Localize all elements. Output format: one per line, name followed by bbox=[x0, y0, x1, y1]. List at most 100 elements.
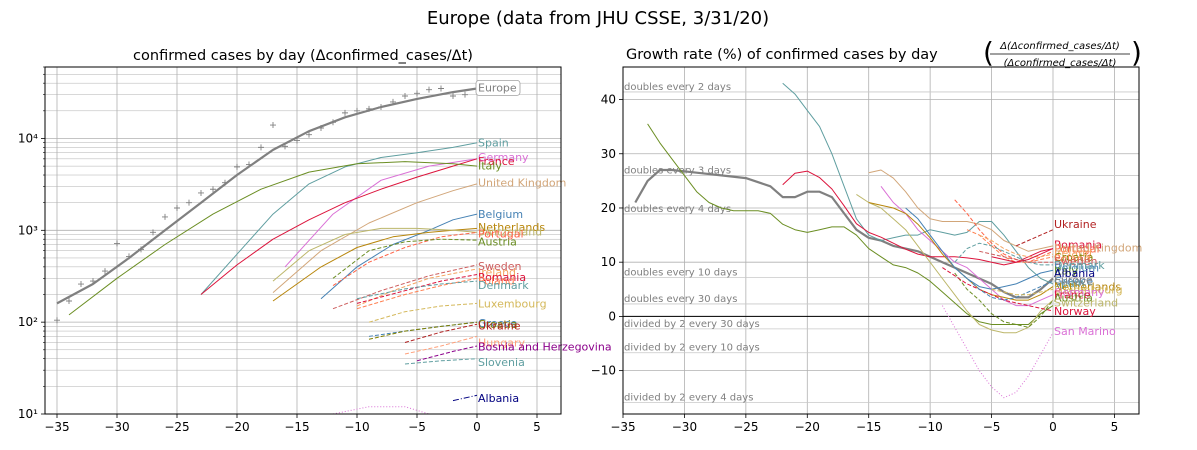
x-tick-label: −20 bbox=[795, 420, 820, 434]
scatter-point bbox=[306, 131, 312, 138]
scatter-point bbox=[162, 213, 168, 220]
series-line-luxembourg bbox=[368, 302, 478, 323]
scatter-point bbox=[54, 317, 60, 324]
x-tick-label: −35 bbox=[610, 420, 635, 434]
scatter-point bbox=[354, 107, 360, 114]
annotation-ireland: Ireland bbox=[1054, 246, 1092, 259]
series-line-albania bbox=[452, 394, 478, 402]
growth-rate-chart: Growth rate (%) of confirmed cases by da… bbox=[591, 36, 1143, 434]
annotation-ukraine: Ukraine bbox=[1054, 218, 1097, 231]
series-line-poland bbox=[356, 277, 478, 310]
annotation-netherlands: Netherlands bbox=[478, 221, 545, 234]
annotation-poland: Poland bbox=[478, 274, 515, 287]
y-tick-label: 10³ bbox=[18, 223, 38, 237]
scatter-point bbox=[366, 105, 372, 112]
series-line-netherlands bbox=[868, 202, 1054, 301]
scatter-point bbox=[294, 137, 300, 144]
chart-title-fraction-numerator: Δ(Δconfirmed_cases/Δt) bbox=[999, 41, 1120, 52]
fraction-paren-left: ( bbox=[983, 36, 994, 69]
scatter-point bbox=[126, 253, 132, 260]
annotation-poland: Poland bbox=[1054, 252, 1091, 265]
annotation-ireland: Ireland bbox=[478, 266, 516, 279]
x-tick-label: −5 bbox=[408, 420, 426, 434]
scatter-point bbox=[150, 229, 156, 236]
annotation-belgium: Belgium bbox=[478, 208, 523, 221]
series-line-portugal bbox=[954, 199, 1054, 263]
axes-left: −35 −30 −25 −20 −15 −10 −5 0 5 10¹ 10² 10³ 10⁴ bbox=[18, 66, 562, 434]
y-tick-label: 10 bbox=[601, 255, 616, 269]
annotation-switzerland: Switzerland bbox=[1054, 296, 1118, 309]
series-line-denmark bbox=[356, 280, 478, 300]
annotation-europe: Europe bbox=[478, 81, 517, 94]
grid-left bbox=[45, 66, 561, 415]
series-line-france bbox=[782, 170, 1054, 266]
y-tick-label: 10² bbox=[18, 315, 38, 329]
scatter-point bbox=[186, 199, 192, 206]
series-line-san-marino bbox=[332, 406, 430, 415]
annotation-luxembourg: Luxembourg bbox=[478, 297, 547, 310]
x-tick-label: −20 bbox=[224, 420, 249, 434]
series-line-luxembourg bbox=[991, 288, 1054, 296]
x-tick-label: −15 bbox=[856, 420, 881, 434]
annotation-ukraine: Ukraine bbox=[478, 319, 521, 332]
series-line-greece bbox=[954, 267, 1054, 301]
series-line-ukraine bbox=[1015, 229, 1054, 247]
x-tick-label: −10 bbox=[344, 420, 369, 434]
annotation-romania: Romania bbox=[1054, 238, 1102, 251]
scatter-point bbox=[282, 143, 288, 150]
reference-line-label: divided by 2 every 30 days bbox=[624, 319, 760, 330]
series-line-europe bbox=[56, 87, 478, 305]
annotation-luxembourg: Luxembourg bbox=[1054, 283, 1123, 296]
y-tick-label: 30 bbox=[601, 147, 616, 161]
annotation-box bbox=[475, 79, 521, 96]
y-tick-label: 10⁴ bbox=[18, 131, 38, 145]
annotation-united-kingdom: United Kingdom bbox=[1054, 242, 1142, 255]
annotation-slovenia: Slovenia bbox=[478, 356, 525, 369]
annotation-sweden: Sweden bbox=[478, 260, 521, 273]
scatter-point bbox=[258, 144, 264, 151]
annotation-croatia: Croatia bbox=[478, 318, 518, 331]
series-line-austria bbox=[954, 272, 1054, 328]
scatter-point bbox=[270, 122, 276, 129]
annotation-belgium: Belgium bbox=[1054, 262, 1099, 275]
series-line-italy bbox=[68, 161, 478, 316]
axes-frame bbox=[44, 66, 562, 415]
series-line-bosnia-and-herzegovina bbox=[416, 345, 478, 362]
annotation-romania: Romania bbox=[478, 271, 526, 284]
scatter-point bbox=[426, 86, 432, 93]
chart-title-fraction-denominator: (Δconfirmed_cases/Δt) bbox=[1004, 58, 1117, 69]
scatter-point bbox=[174, 204, 180, 211]
reference-line-label: divided by 2 every 10 days bbox=[624, 343, 760, 354]
series-line-belgium bbox=[905, 207, 1054, 290]
series-line-romania bbox=[356, 274, 478, 304]
series-line-europe bbox=[634, 168, 1054, 299]
scatter-point bbox=[414, 90, 420, 97]
annotation-spain: Spain bbox=[478, 137, 509, 150]
series-line-united-kingdom bbox=[868, 169, 1054, 252]
scatter-point bbox=[198, 189, 204, 196]
annotation-sweden: Sweden bbox=[1054, 255, 1097, 268]
x-tick-label: 5 bbox=[1111, 420, 1119, 434]
series-line-norway bbox=[942, 267, 1054, 312]
y-tick-label: 10¹ bbox=[18, 407, 38, 421]
y-tick-label: 20 bbox=[601, 201, 616, 215]
x-tick-label: 0 bbox=[1049, 420, 1057, 434]
series-line-spain bbox=[782, 82, 1054, 285]
annotation-greece: Greece bbox=[478, 317, 517, 330]
scatter-point bbox=[390, 98, 396, 105]
scatter-point bbox=[78, 281, 84, 288]
annotation-denmark: Denmark bbox=[478, 279, 529, 292]
fraction-paren-right: ) bbox=[1131, 36, 1142, 69]
scatter-point bbox=[438, 85, 444, 92]
series-line-sweden bbox=[979, 250, 1053, 263]
annotation-croatia: Croatia bbox=[1054, 251, 1094, 264]
x-tick-label: −10 bbox=[917, 420, 942, 434]
x-tick-label: −30 bbox=[104, 420, 129, 434]
y-tick-label: 40 bbox=[601, 93, 616, 107]
scatter-point bbox=[246, 161, 252, 168]
series-line-united-kingdom bbox=[272, 183, 478, 293]
reference-line-label: doubles every 10 days bbox=[624, 267, 737, 278]
